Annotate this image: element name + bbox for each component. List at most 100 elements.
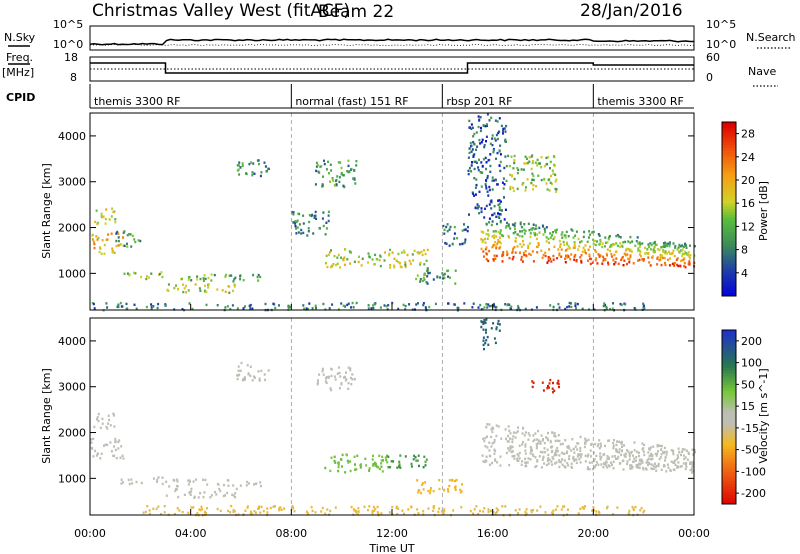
data-cell bbox=[342, 174, 345, 177]
data-cell bbox=[532, 260, 535, 263]
data-cell bbox=[482, 322, 485, 326]
data-cell bbox=[579, 453, 582, 456]
data-cell bbox=[294, 225, 297, 228]
data-cell bbox=[354, 182, 357, 185]
data-cell bbox=[662, 451, 665, 455]
data-cell bbox=[156, 306, 159, 310]
data-cell bbox=[632, 454, 634, 457]
colorbar-segment bbox=[722, 188, 736, 193]
data-cell bbox=[454, 479, 456, 483]
data-cell bbox=[628, 258, 631, 261]
data-cell bbox=[676, 257, 679, 260]
data-cell bbox=[554, 462, 557, 465]
data-cell bbox=[471, 191, 474, 194]
data-cell bbox=[610, 244, 612, 247]
data-cell bbox=[627, 240, 630, 243]
data-cell bbox=[596, 240, 598, 243]
data-cell bbox=[194, 283, 197, 286]
data-cell bbox=[674, 246, 677, 249]
data-cell bbox=[641, 258, 644, 261]
data-cell bbox=[541, 224, 544, 227]
data-cell bbox=[400, 266, 403, 269]
data-cell bbox=[512, 431, 515, 434]
data-cell bbox=[454, 486, 457, 489]
data-cell bbox=[110, 450, 113, 453]
data-cell bbox=[652, 250, 655, 253]
data-cell bbox=[555, 178, 558, 181]
data-cell bbox=[242, 279, 245, 282]
data-cell bbox=[599, 238, 602, 242]
data-cell bbox=[508, 256, 511, 260]
data-cell bbox=[665, 450, 668, 454]
data-cell bbox=[554, 180, 557, 183]
data-cell bbox=[498, 202, 501, 205]
data-cell bbox=[688, 255, 691, 258]
data-cell bbox=[555, 231, 557, 234]
data-cell bbox=[573, 245, 576, 248]
data-cell bbox=[526, 178, 529, 181]
data-cell bbox=[318, 373, 321, 376]
data-cell bbox=[687, 251, 690, 254]
data-cell bbox=[606, 466, 609, 469]
data-cell bbox=[497, 131, 500, 135]
data-cell bbox=[559, 245, 562, 248]
data-cell bbox=[575, 306, 577, 310]
data-cell bbox=[513, 159, 516, 162]
data-cell bbox=[291, 505, 294, 508]
data-cell bbox=[226, 305, 229, 308]
data-cell bbox=[502, 234, 505, 238]
data-cell bbox=[119, 243, 122, 246]
data-cell bbox=[490, 223, 493, 227]
data-cell bbox=[165, 494, 168, 497]
data-cell bbox=[216, 482, 219, 486]
data-cell bbox=[300, 232, 303, 235]
data-cell bbox=[529, 458, 532, 461]
data-cell bbox=[484, 237, 486, 241]
data-cell bbox=[470, 144, 473, 148]
data-cell bbox=[681, 252, 684, 256]
data-cell bbox=[528, 160, 531, 163]
colorbar-segment bbox=[722, 405, 736, 409]
data-cell bbox=[422, 303, 425, 307]
data-cell bbox=[241, 162, 244, 165]
data-cell bbox=[389, 466, 392, 469]
data-cell bbox=[511, 455, 514, 458]
data-cell bbox=[497, 239, 500, 242]
data-cell bbox=[606, 457, 609, 461]
data-cell bbox=[216, 288, 219, 291]
data-cell bbox=[597, 233, 600, 236]
data-cell bbox=[537, 174, 540, 177]
data-cell bbox=[483, 439, 486, 443]
data-cell bbox=[564, 257, 566, 260]
data-cell bbox=[116, 230, 119, 234]
data-cell bbox=[550, 460, 553, 463]
data-cell bbox=[514, 222, 517, 225]
data-cell bbox=[426, 267, 429, 270]
data-cell bbox=[584, 250, 586, 253]
data-cell bbox=[610, 255, 613, 258]
data-cell bbox=[350, 167, 353, 171]
data-cell bbox=[114, 221, 117, 224]
data-cell bbox=[600, 463, 603, 466]
data-cell bbox=[165, 480, 168, 483]
data-cell bbox=[198, 287, 201, 290]
data-cell bbox=[660, 444, 663, 448]
data-cell bbox=[417, 302, 419, 305]
data-cell bbox=[512, 255, 515, 259]
data-cell bbox=[516, 459, 519, 462]
data-cell bbox=[646, 459, 649, 462]
data-cell bbox=[334, 461, 337, 464]
data-cell bbox=[501, 260, 504, 263]
data-cell bbox=[647, 243, 650, 246]
data-cell bbox=[118, 439, 121, 442]
data-cell bbox=[391, 505, 394, 509]
data-cell bbox=[539, 505, 542, 508]
data-cell bbox=[511, 440, 514, 444]
data-cell bbox=[258, 377, 261, 380]
data-cell bbox=[514, 436, 517, 439]
data-cell bbox=[544, 451, 547, 454]
data-cell bbox=[538, 455, 541, 458]
data-cell bbox=[491, 176, 494, 179]
data-cell bbox=[109, 441, 112, 444]
